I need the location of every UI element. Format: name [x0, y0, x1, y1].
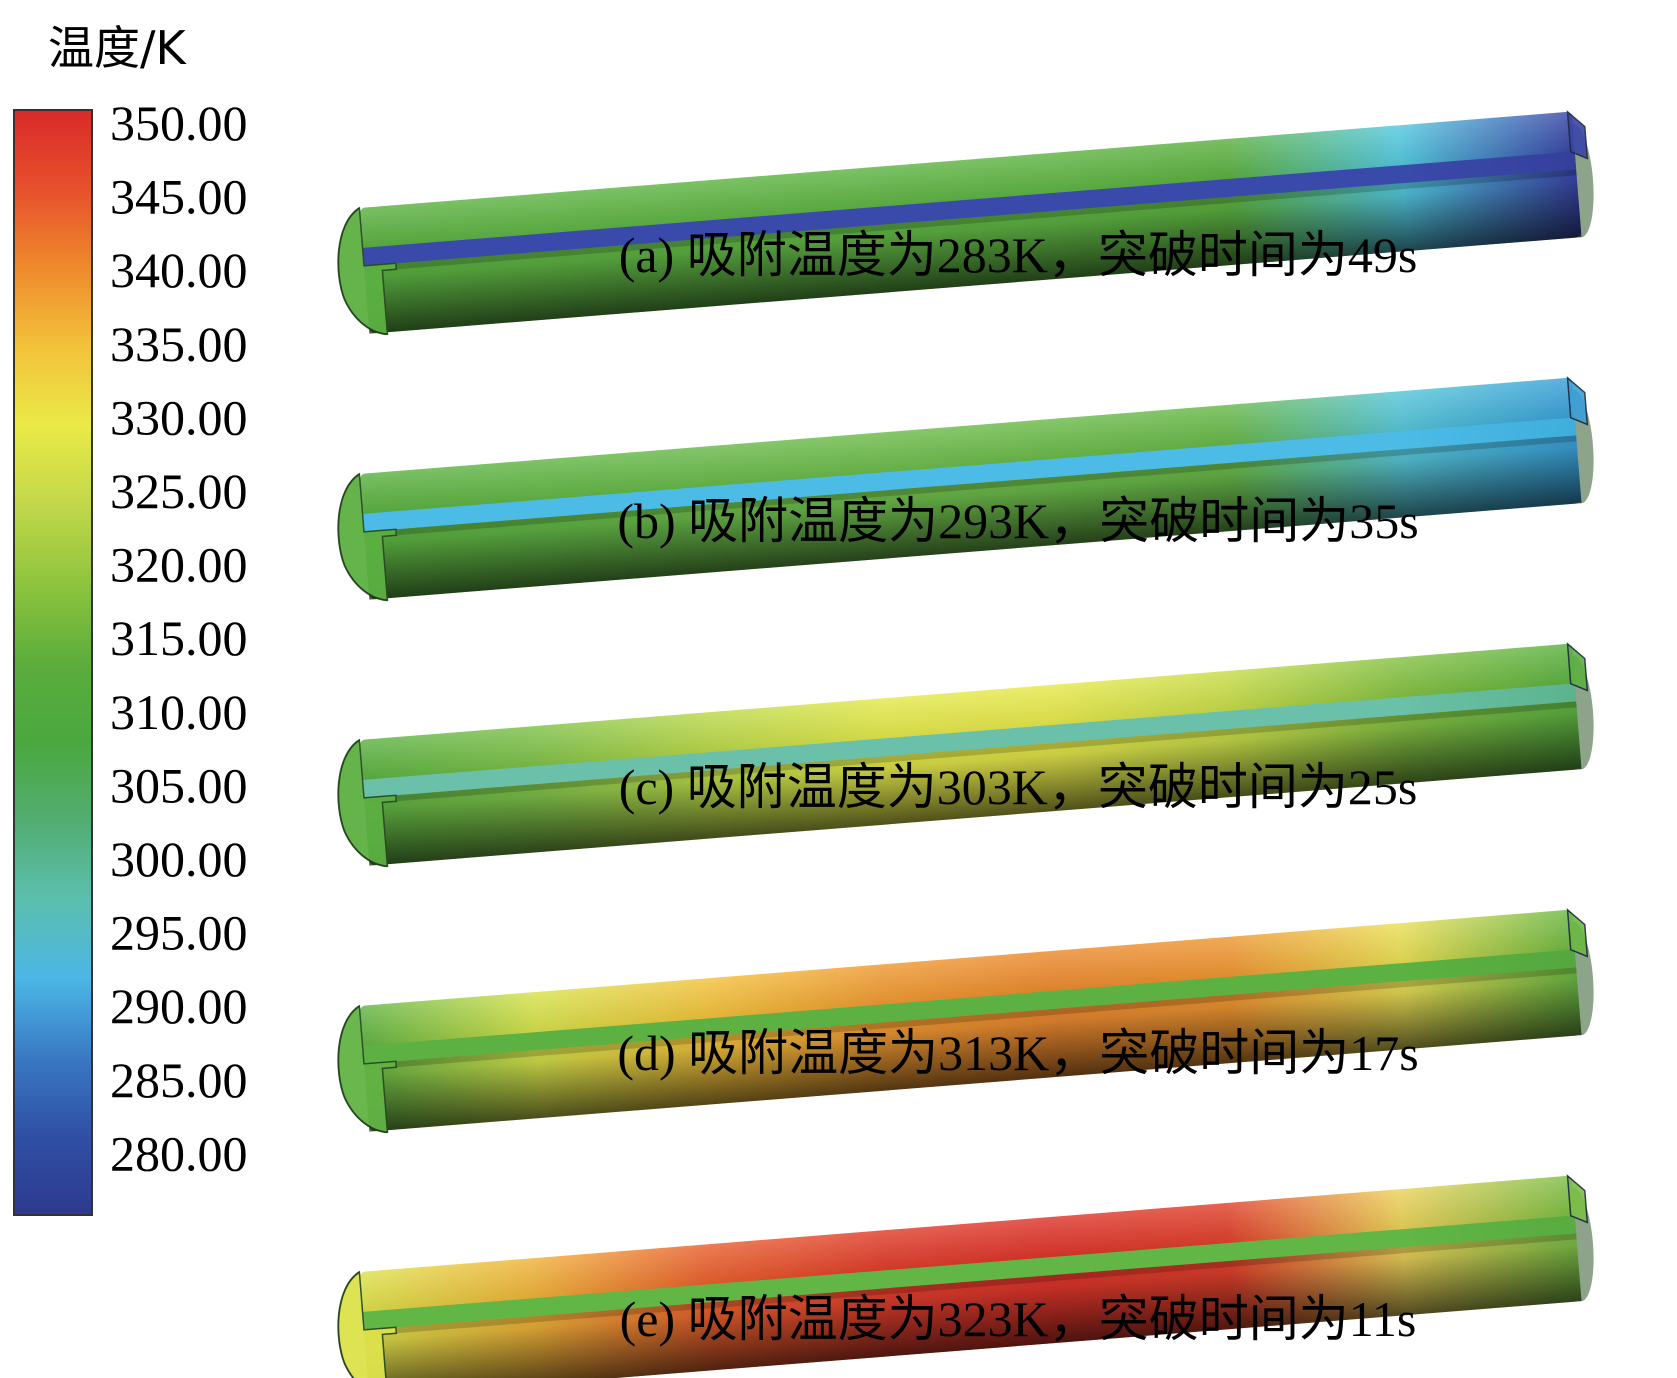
- legend-tick-label: 295.00: [110, 905, 248, 961]
- channel-edge: [363, 1233, 1577, 1336]
- legend-tick-label: 315.00: [110, 610, 248, 666]
- legend-tick-label: 280.00: [110, 1125, 248, 1181]
- far-end-notch: [1566, 908, 1589, 958]
- panel-caption: (a) 吸附温度为283K，突破时间为49s: [619, 227, 1418, 283]
- legend-tick-label: 320.00: [110, 537, 248, 593]
- legend-tick-label: 340.00: [110, 242, 248, 298]
- inner-channel: [362, 1215, 1577, 1330]
- far-end-notch: [1566, 376, 1589, 426]
- legend-tick-label: 325.00: [110, 463, 248, 519]
- legend-title: 温度/K: [48, 21, 187, 75]
- cylinder-model: [337, 110, 1594, 336]
- colorbar: [13, 109, 93, 1216]
- color-legend: 温度/K 350.00 345.00 340.00 335.00 330.00 325.0…: [13, 21, 248, 1216]
- cylinder-shadow: [359, 909, 1582, 1132]
- legend-tick-label: 305.00: [110, 757, 248, 813]
- cylinder-shadow: [359, 643, 1582, 866]
- cylinder-model: [337, 642, 1594, 868]
- cylinder-model: [337, 1174, 1594, 1378]
- inner-channel: [362, 683, 1577, 798]
- legend-tick-label: 345.00: [110, 169, 248, 225]
- end-cap-outline: [337, 739, 388, 868]
- panel-b: (b) 吸附温度为293K，突破时间为35s: [337, 376, 1594, 602]
- channel-edge: [363, 701, 1577, 804]
- legend-tick-labels: 350.00 345.00 340.00 335.00 330.00 325.00 320.…: [110, 95, 248, 1181]
- far-end-notch: [1566, 110, 1589, 160]
- inner-channel: [362, 417, 1577, 532]
- inner-channel: [362, 151, 1577, 266]
- legend-tick-label: 330.00: [110, 389, 248, 445]
- end-cap-outline: [337, 207, 388, 336]
- legend-tick-label: 300.00: [110, 831, 248, 887]
- end-cap-outline: [337, 473, 388, 602]
- channel-edge: [363, 967, 1577, 1070]
- panel-caption: (b) 吸附温度为293K，突破时间为35s: [617, 493, 1418, 549]
- panel-caption: (c) 吸附温度为303K，突破时间为25s: [619, 759, 1418, 815]
- end-cap-outline: [337, 1271, 388, 1378]
- panel-caption: (e) 吸附温度为323K，突破时间为11s: [620, 1291, 1417, 1347]
- legend-tick-label: 310.00: [110, 684, 248, 740]
- cylinder-shadow: [359, 1175, 1582, 1378]
- far-end-notch: [1566, 1174, 1589, 1224]
- panel-e: (e) 吸附温度为323K，突破时间为11s: [337, 1174, 1594, 1378]
- channel-edge: [363, 169, 1577, 272]
- panel-d: (d) 吸附温度为313K，突破时间为17s: [337, 908, 1594, 1134]
- legend-tick-label: 335.00: [110, 316, 248, 372]
- channel-edge: [363, 435, 1577, 538]
- adsorption-panels: (a) 吸附温度为283K，突破时间为49s (b) 吸附温度为293K，突破时间…: [337, 110, 1594, 1378]
- panel-c: (c) 吸附温度为303K，突破时间为25s: [337, 642, 1594, 868]
- cylinder-model: [337, 908, 1594, 1134]
- panel-caption: (d) 吸附温度为313K，突破时间为17s: [617, 1025, 1418, 1081]
- inner-channel: [362, 949, 1577, 1064]
- cylinder-model: [337, 376, 1594, 602]
- end-cap-outline: [337, 1005, 388, 1134]
- legend-tick-label: 350.00: [110, 95, 248, 151]
- cylinder-shadow: [359, 111, 1582, 334]
- panel-a: (a) 吸附温度为283K，突破时间为49s: [337, 110, 1594, 336]
- far-end-notch: [1566, 642, 1589, 692]
- legend-tick-label: 290.00: [110, 978, 248, 1034]
- legend-tick-label: 285.00: [110, 1052, 248, 1108]
- cylinder-shadow: [359, 377, 1582, 600]
